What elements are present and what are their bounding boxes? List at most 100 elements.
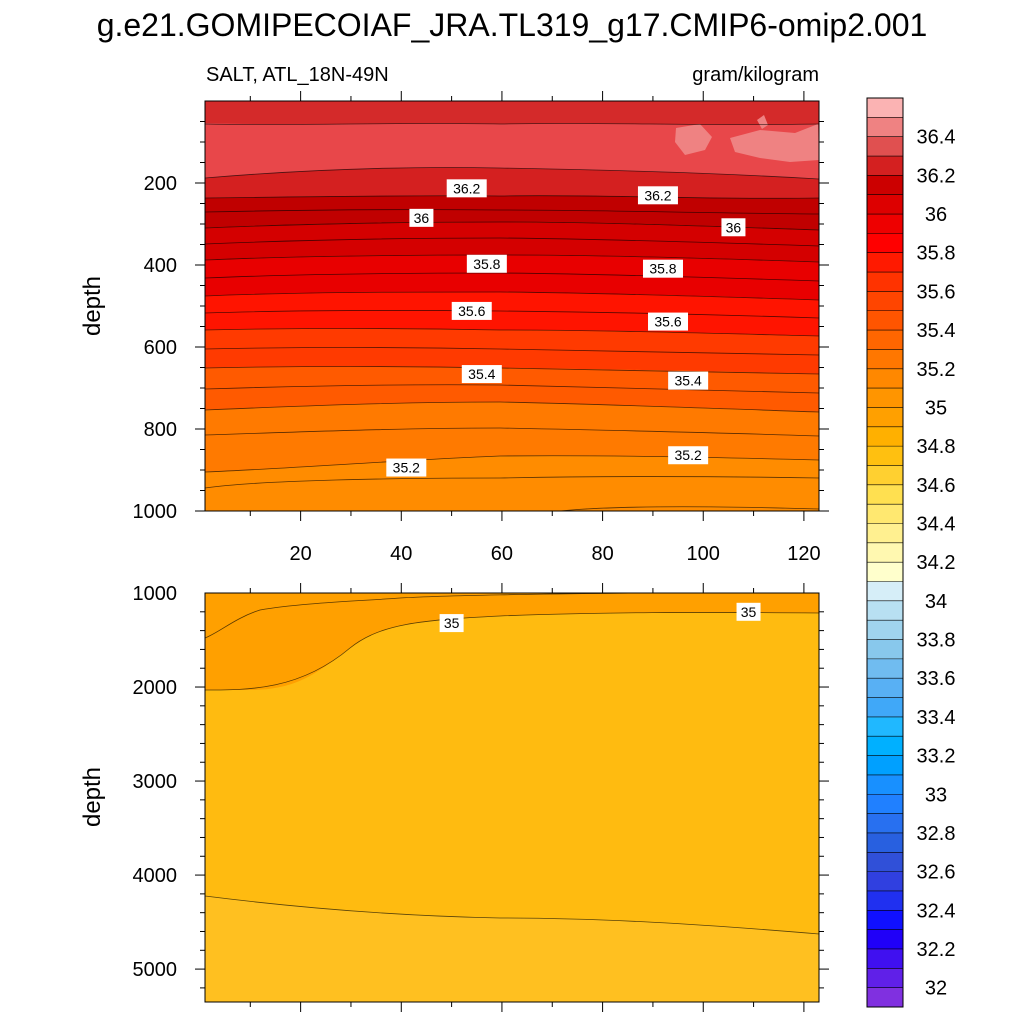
colorbar-swatch bbox=[867, 542, 903, 563]
colorbar-label: 32 bbox=[925, 978, 947, 1000]
colorbar-swatch bbox=[867, 523, 903, 544]
colorbar-label: 36.2 bbox=[917, 165, 956, 187]
contour-label: 35.6 bbox=[654, 314, 681, 330]
contour-label-box bbox=[668, 371, 709, 390]
colorbar-label: 32.8 bbox=[917, 823, 956, 845]
upper-contour-labels: 36.2 36.2 36 36 35.8 35.8 35.6 35.6 35.4 35.4 35.2… bbox=[386, 179, 746, 477]
colorbar-label: 32.2 bbox=[917, 939, 956, 961]
colorbar-label: 35.8 bbox=[917, 243, 956, 265]
colorbar-label: 34.4 bbox=[917, 513, 956, 535]
contour-label-box bbox=[409, 208, 434, 227]
lower-panel-fill bbox=[205, 593, 819, 1002]
colorbar-swatch bbox=[867, 465, 903, 486]
colorbar-frame bbox=[866, 97, 904, 1008]
contour-label-box bbox=[668, 446, 709, 465]
lower-y-ticks: 1000 2000 3000 4000 5000 bbox=[133, 583, 829, 989]
colorbar-swatch bbox=[867, 813, 903, 834]
colorbar-label: 35.2 bbox=[917, 359, 956, 381]
contour-label: 35.6 bbox=[458, 303, 485, 319]
x-tick-label: 120 bbox=[787, 543, 820, 565]
colorbar-swatch bbox=[867, 349, 903, 370]
colorbar-swatch bbox=[867, 175, 903, 196]
colorbar-swatch bbox=[867, 136, 903, 157]
contour-label-box bbox=[648, 312, 689, 331]
contour-label-box bbox=[439, 614, 464, 633]
y-tick-label: 1000 bbox=[133, 583, 178, 605]
colorbar-swatch bbox=[867, 252, 903, 273]
colorbar-swatch bbox=[867, 272, 903, 292]
contour-label: 35 bbox=[444, 615, 460, 631]
contour-label-box bbox=[466, 254, 507, 273]
colorbar-swatch bbox=[867, 658, 903, 679]
colorbar-swatch bbox=[867, 929, 903, 950]
colorbar-swatch bbox=[867, 484, 903, 505]
contour-label-box bbox=[736, 602, 761, 621]
y-tick-label: 800 bbox=[144, 419, 177, 441]
x-tick-label: 20 bbox=[289, 543, 311, 565]
contour-label: 36 bbox=[414, 210, 430, 226]
contour-label: 35.2 bbox=[393, 460, 420, 476]
colorbar: 36.4 36.2 36 35.8 35.6 35.4 35.2 35 34.8 34.6 34.4… bbox=[866, 97, 956, 1008]
colorbar-swatch bbox=[867, 426, 903, 447]
x-tick-label: 40 bbox=[390, 543, 412, 565]
colorbar-label: 33.8 bbox=[917, 630, 956, 652]
y-tick-label: 3000 bbox=[133, 771, 178, 793]
colorbar-swatch bbox=[867, 794, 903, 815]
colorbar-swatch bbox=[867, 156, 903, 176]
colorbar-swatch bbox=[867, 948, 903, 969]
x-tick-label: 60 bbox=[491, 543, 513, 565]
colorbar-label: 33.6 bbox=[917, 668, 956, 690]
colorbar-swatch bbox=[867, 639, 903, 660]
contour-label: 35.8 bbox=[649, 261, 676, 277]
contour-label: 36.2 bbox=[644, 187, 671, 203]
lower-y-axis-label: depth bbox=[79, 767, 106, 827]
colorbar-swatch bbox=[867, 562, 903, 583]
colorbar-swatch bbox=[867, 832, 903, 853]
colorbar-label: 35.4 bbox=[917, 320, 956, 342]
colorbar-swatch bbox=[867, 310, 903, 331]
colorbar-swatch bbox=[867, 852, 903, 873]
contour-label: 35.8 bbox=[473, 256, 500, 272]
contour-label-box bbox=[642, 259, 683, 278]
colorbar-swatch bbox=[867, 910, 903, 931]
colorbar-swatch bbox=[867, 291, 903, 312]
colorbar-swatch bbox=[867, 581, 903, 602]
upper-panel-fill bbox=[205, 101, 819, 511]
contour-label: 35.4 bbox=[675, 373, 702, 389]
y-tick-label: 200 bbox=[144, 173, 177, 195]
colorbar-label: 34.8 bbox=[917, 436, 956, 458]
colorbar-swatch bbox=[867, 600, 903, 621]
colorbar-swatch bbox=[867, 504, 903, 524]
colorbar-swatch bbox=[867, 407, 903, 428]
colorbar-label: 34.6 bbox=[917, 475, 956, 497]
chart-title: g.e21.GOMIPECOIAF_JRA.TL319_g17.CMIP6-om… bbox=[97, 7, 928, 43]
upper-y-ticks: 200 400 600 800 1000 bbox=[133, 121, 829, 523]
colorbar-label: 32.4 bbox=[917, 900, 956, 922]
colorbar-swatch bbox=[867, 678, 903, 699]
colorbar-swatch bbox=[867, 620, 903, 641]
colorbar-swatch bbox=[867, 117, 903, 138]
contour-label-box bbox=[637, 186, 678, 205]
contour-label-box bbox=[386, 458, 427, 477]
colorbar-swatch bbox=[867, 871, 903, 892]
contour-label-box bbox=[446, 179, 487, 198]
colorbar-swatch bbox=[867, 233, 903, 254]
lower-x-ticks bbox=[249, 583, 805, 1012]
y-tick-label: 5000 bbox=[133, 959, 178, 981]
colorbar-swatch bbox=[867, 446, 903, 466]
contour-label: 35 bbox=[741, 604, 757, 620]
y-tick-label: 4000 bbox=[133, 865, 178, 887]
colorbar-swatch bbox=[867, 987, 903, 1008]
colorbar-label: 33.4 bbox=[917, 707, 956, 729]
colorbar-label: 33.2 bbox=[917, 746, 956, 768]
colorbar-swatch bbox=[867, 716, 903, 737]
y-tick-label: 1000 bbox=[133, 501, 178, 523]
colorbar-swatch bbox=[867, 330, 903, 350]
contour-label: 35.2 bbox=[675, 447, 702, 463]
contour-label: 35.4 bbox=[468, 366, 495, 382]
colorbar-label: 35 bbox=[925, 397, 947, 419]
colorbar-swatch bbox=[867, 736, 903, 757]
colorbar-label: 34 bbox=[925, 591, 947, 613]
contour-label: 36 bbox=[726, 219, 742, 235]
